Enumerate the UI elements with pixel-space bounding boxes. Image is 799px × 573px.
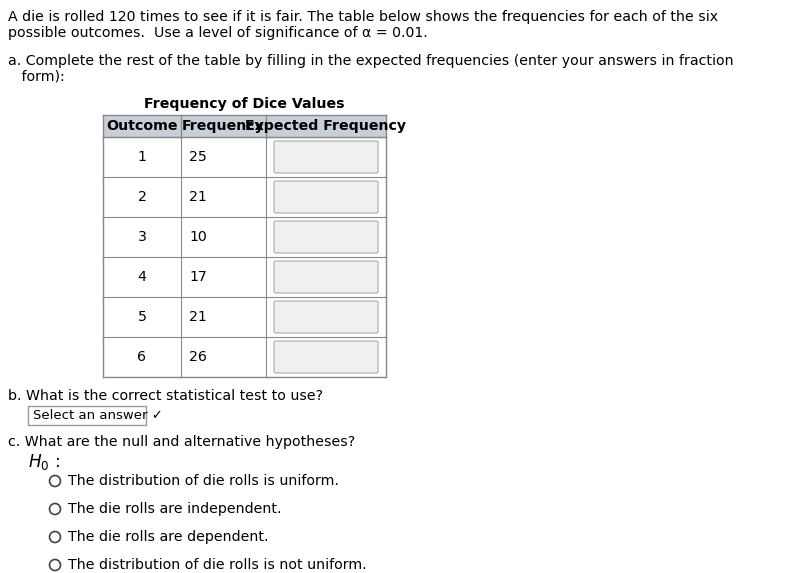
FancyBboxPatch shape [274, 301, 378, 333]
Bar [103, 115, 386, 137]
Text: The distribution of die rolls is not uniform.: The distribution of die rolls is not uni… [68, 558, 367, 572]
Text: 26: 26 [189, 350, 207, 364]
Text: Frequency: Frequency [182, 119, 265, 133]
Text: The distribution of die rolls is uniform.: The distribution of die rolls is uniform… [68, 474, 339, 488]
Text: 21: 21 [189, 310, 207, 324]
Text: b. What is the correct statistical test to use?: b. What is the correct statistical test … [8, 389, 323, 403]
Text: 17: 17 [189, 270, 207, 284]
Circle shape [50, 559, 61, 571]
Text: 1: 1 [137, 150, 146, 164]
Text: A die is rolled 120 times to see if it is fair. The table below shows the freque: A die is rolled 120 times to see if it i… [8, 10, 718, 24]
Text: Expected Frequency: Expected Frequency [245, 119, 407, 133]
Text: c. What are the null and alternative hypotheses?: c. What are the null and alternative hyp… [8, 435, 356, 449]
Circle shape [50, 532, 61, 543]
Text: 5: 5 [137, 310, 146, 324]
Text: The die rolls are independent.: The die rolls are independent. [68, 502, 281, 516]
FancyBboxPatch shape [274, 181, 378, 213]
Circle shape [50, 476, 61, 486]
Text: The die rolls are dependent.: The die rolls are dependent. [68, 530, 268, 544]
Text: Select an answer ✓: Select an answer ✓ [33, 409, 163, 422]
Text: 21: 21 [189, 190, 207, 204]
Text: 3: 3 [137, 230, 146, 244]
FancyBboxPatch shape [274, 261, 378, 293]
Text: $H_0$ :: $H_0$ : [28, 452, 60, 472]
FancyBboxPatch shape [274, 141, 378, 173]
FancyBboxPatch shape [274, 221, 378, 253]
Text: Outcome: Outcome [106, 119, 177, 133]
Text: 4: 4 [137, 270, 146, 284]
Text: 2: 2 [137, 190, 146, 204]
Text: form):: form): [8, 70, 65, 84]
Text: 6: 6 [137, 350, 146, 364]
Text: Frequency of Dice Values: Frequency of Dice Values [145, 97, 344, 111]
Text: 25: 25 [189, 150, 207, 164]
Circle shape [50, 504, 61, 515]
Bar [28, 406, 146, 425]
Text: a. Complete the rest of the table by filling in the expected frequencies (enter : a. Complete the rest of the table by fil… [8, 54, 733, 68]
FancyBboxPatch shape [274, 341, 378, 373]
Text: 10: 10 [189, 230, 207, 244]
Text: possible outcomes.  Use a level of significance of α = 0.01.: possible outcomes. Use a level of signif… [8, 26, 427, 40]
